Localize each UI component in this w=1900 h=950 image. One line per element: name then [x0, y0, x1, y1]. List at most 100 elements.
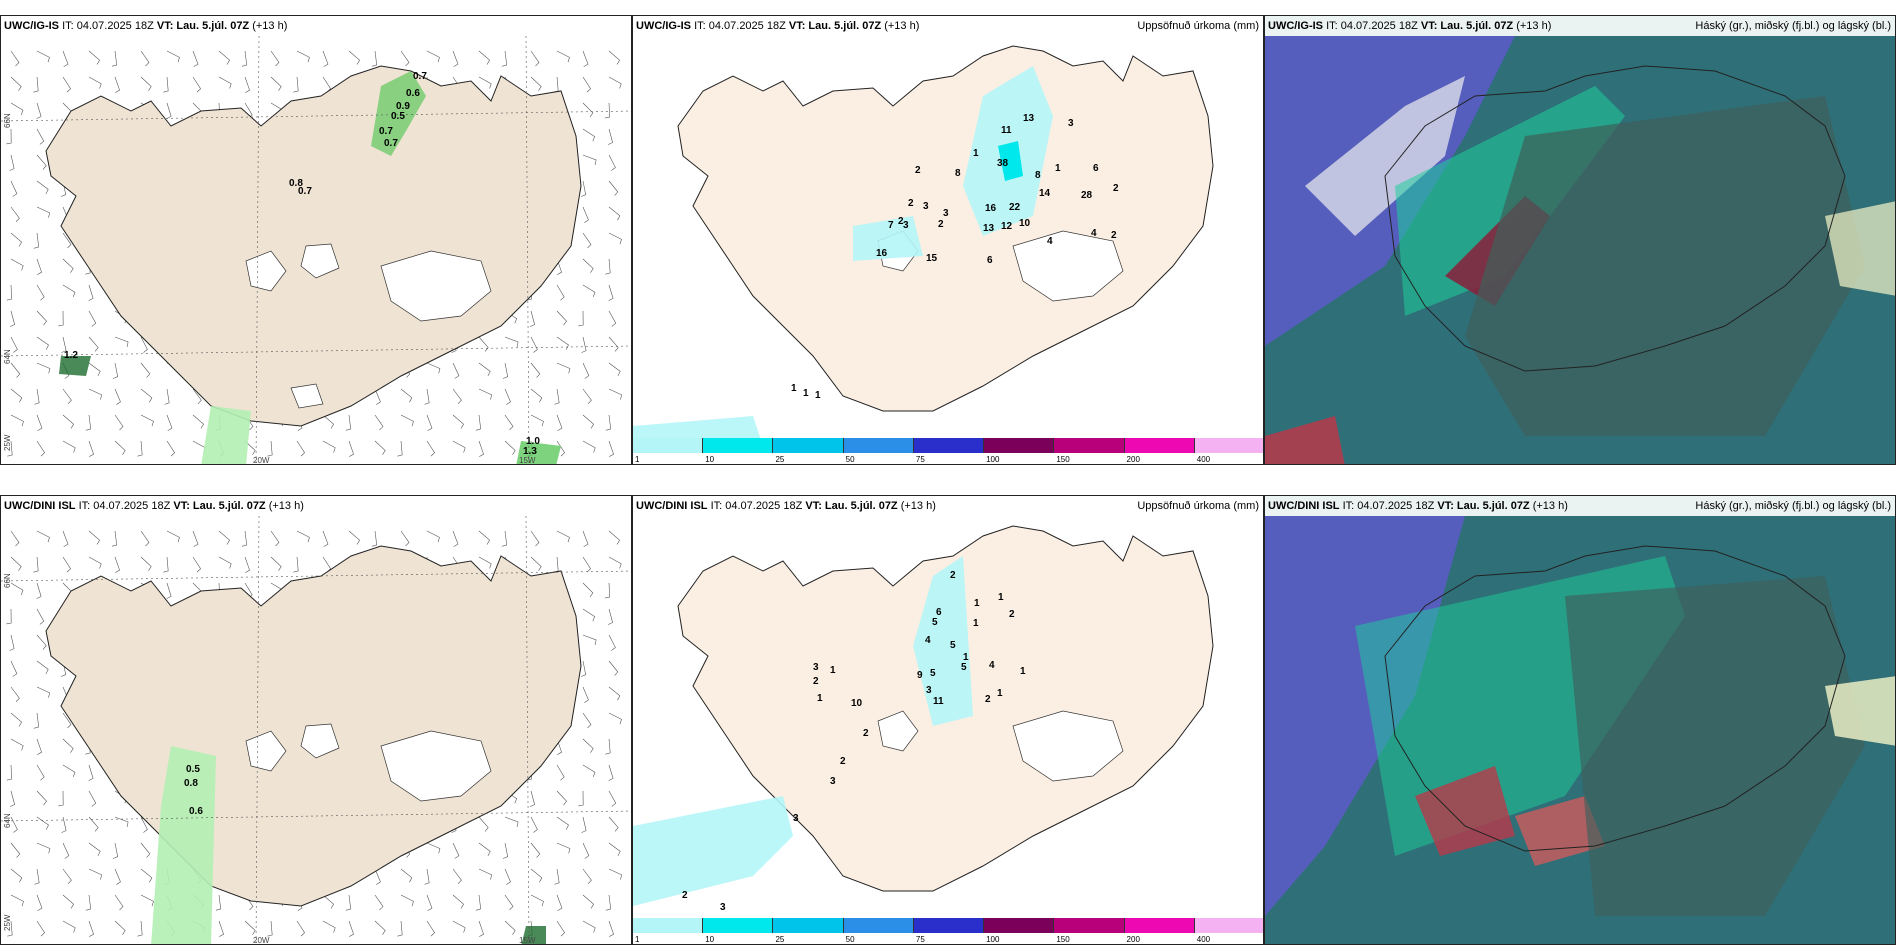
wind-barb [578, 310, 584, 327]
wind-barb [426, 440, 435, 457]
bot-precip-value-15: 4 [989, 660, 995, 671]
wind-barb [478, 920, 484, 937]
panel-header: UWC/DINI ISL IT: 04.07.2025 18Z VT: Lau.… [4, 500, 304, 512]
colorbar-cell [843, 918, 914, 933]
wind-barb [137, 920, 143, 937]
wind-barb [36, 582, 42, 599]
wind-barb [62, 738, 74, 753]
top-wind-value-0: 0.7 [413, 71, 427, 82]
high-cloud-white [1305, 76, 1465, 236]
wind-barb [582, 284, 596, 298]
precip-area-sw-sea [633, 796, 793, 906]
wind-barb [348, 530, 360, 545]
glacier-vatnajokull [380, 250, 492, 322]
wind-barb [88, 920, 94, 937]
lat-label-66: 66N [3, 573, 12, 588]
bot-precip-value-7: 4 [925, 635, 931, 646]
wind-barb [10, 660, 18, 677]
colorbar-tick-label: 200 [1126, 455, 1140, 464]
wind-barb [10, 868, 23, 883]
colorbar-cell [633, 438, 704, 453]
wind-barb [478, 440, 484, 457]
wind-barb [6, 128, 12, 145]
glacier-vatnajokull [1012, 710, 1124, 782]
wind-barb [374, 388, 381, 405]
bot-precip-value-17: 2 [813, 676, 819, 687]
wind-barb [34, 388, 40, 405]
cloud-map-panel-bottom: UWC/DINI ISL IT: 04.07.2025 18Z VT: Lau.… [1264, 495, 1896, 945]
wind-barb [88, 556, 102, 569]
wind-barb [608, 790, 617, 807]
bot-precip-value-5: 5 [932, 617, 938, 628]
wind-barb [9, 634, 15, 651]
top-wind-value-3: 0.5 [391, 111, 405, 122]
lon-label-20: 20W [253, 456, 270, 465]
wind-barb [608, 686, 621, 701]
colorbar-tick-label: 1 [635, 935, 640, 944]
bot-precip-value-27: 3 [793, 813, 799, 824]
top-wind-value-6: 0.8 [289, 178, 303, 189]
wind-barb [296, 50, 310, 63]
wind-barb [374, 414, 384, 431]
wind-barb [140, 50, 150, 67]
wind-barb [36, 894, 43, 911]
bot-precip-value-25: 2 [840, 756, 846, 767]
colorbar-tick-label: 100 [986, 455, 1000, 464]
colorbar-tick-label: 75 [915, 455, 925, 464]
bot-precip-value-2: 6 [936, 607, 942, 618]
colorbar-tick-label: 150 [1056, 935, 1070, 944]
wind-barb [10, 738, 24, 751]
lon-label-15: 15W [519, 456, 536, 465]
top-precip-value-3: 1 [973, 148, 979, 159]
wind-barb [530, 362, 541, 378]
wind-barb [604, 582, 611, 599]
wind-barb [62, 440, 76, 453]
bot-precip-value-10: 3 [813, 662, 819, 673]
wind-barb [322, 414, 334, 429]
top-precip-value-17: 14 [1039, 188, 1051, 199]
top-wind-value-5: 0.7 [384, 138, 398, 149]
wind-barb [163, 76, 169, 93]
wind-barb [582, 388, 592, 405]
wind-barb [582, 362, 590, 379]
colorbar-tick-label: 1 [635, 455, 640, 464]
precip-map-panel-bottom: UWC/DINI ISL IT: 04.07.2025 18Z VT: Lau.… [632, 495, 1264, 945]
top-precip-value-29: 15 [926, 253, 938, 264]
cloud-map-top [1265, 36, 1895, 464]
glacier-langjokull [245, 250, 287, 292]
wind-barb [166, 102, 172, 119]
wind-barb [112, 842, 119, 859]
wind-barb [36, 128, 45, 145]
wind-barb [10, 686, 20, 703]
wind-barb [112, 362, 119, 379]
wind-barb [582, 686, 589, 703]
wind-barb [88, 790, 97, 807]
wind-barb [504, 816, 519, 827]
cloud-dark-interior [1565, 576, 1865, 916]
wind-barb [36, 206, 51, 218]
wind-barb [424, 388, 430, 405]
wind-barb [582, 608, 596, 622]
colorbar-cell [984, 438, 1055, 453]
wind-barb [478, 868, 493, 880]
wind-barb [33, 76, 39, 93]
wind-barb [452, 530, 459, 547]
top-precip-value-8: 1 [1055, 163, 1061, 174]
wind-barb [192, 414, 204, 429]
wind-barb [140, 388, 153, 403]
wind-barb [10, 530, 20, 547]
colorbar-cell [843, 438, 914, 453]
wind-barb [607, 608, 613, 625]
top-precip-value-26: 4 [1091, 228, 1097, 239]
wind-barb [322, 50, 329, 67]
wind-barb [62, 284, 76, 298]
wind-barb [452, 414, 464, 429]
top-precip-value-18: 3 [943, 208, 949, 219]
wind-barb [608, 206, 621, 221]
wind-barb [218, 530, 230, 545]
wind-barb [36, 362, 51, 374]
wind-barb [88, 388, 103, 400]
glacier-vatnajokull [380, 730, 492, 802]
wind-barb [605, 414, 612, 431]
